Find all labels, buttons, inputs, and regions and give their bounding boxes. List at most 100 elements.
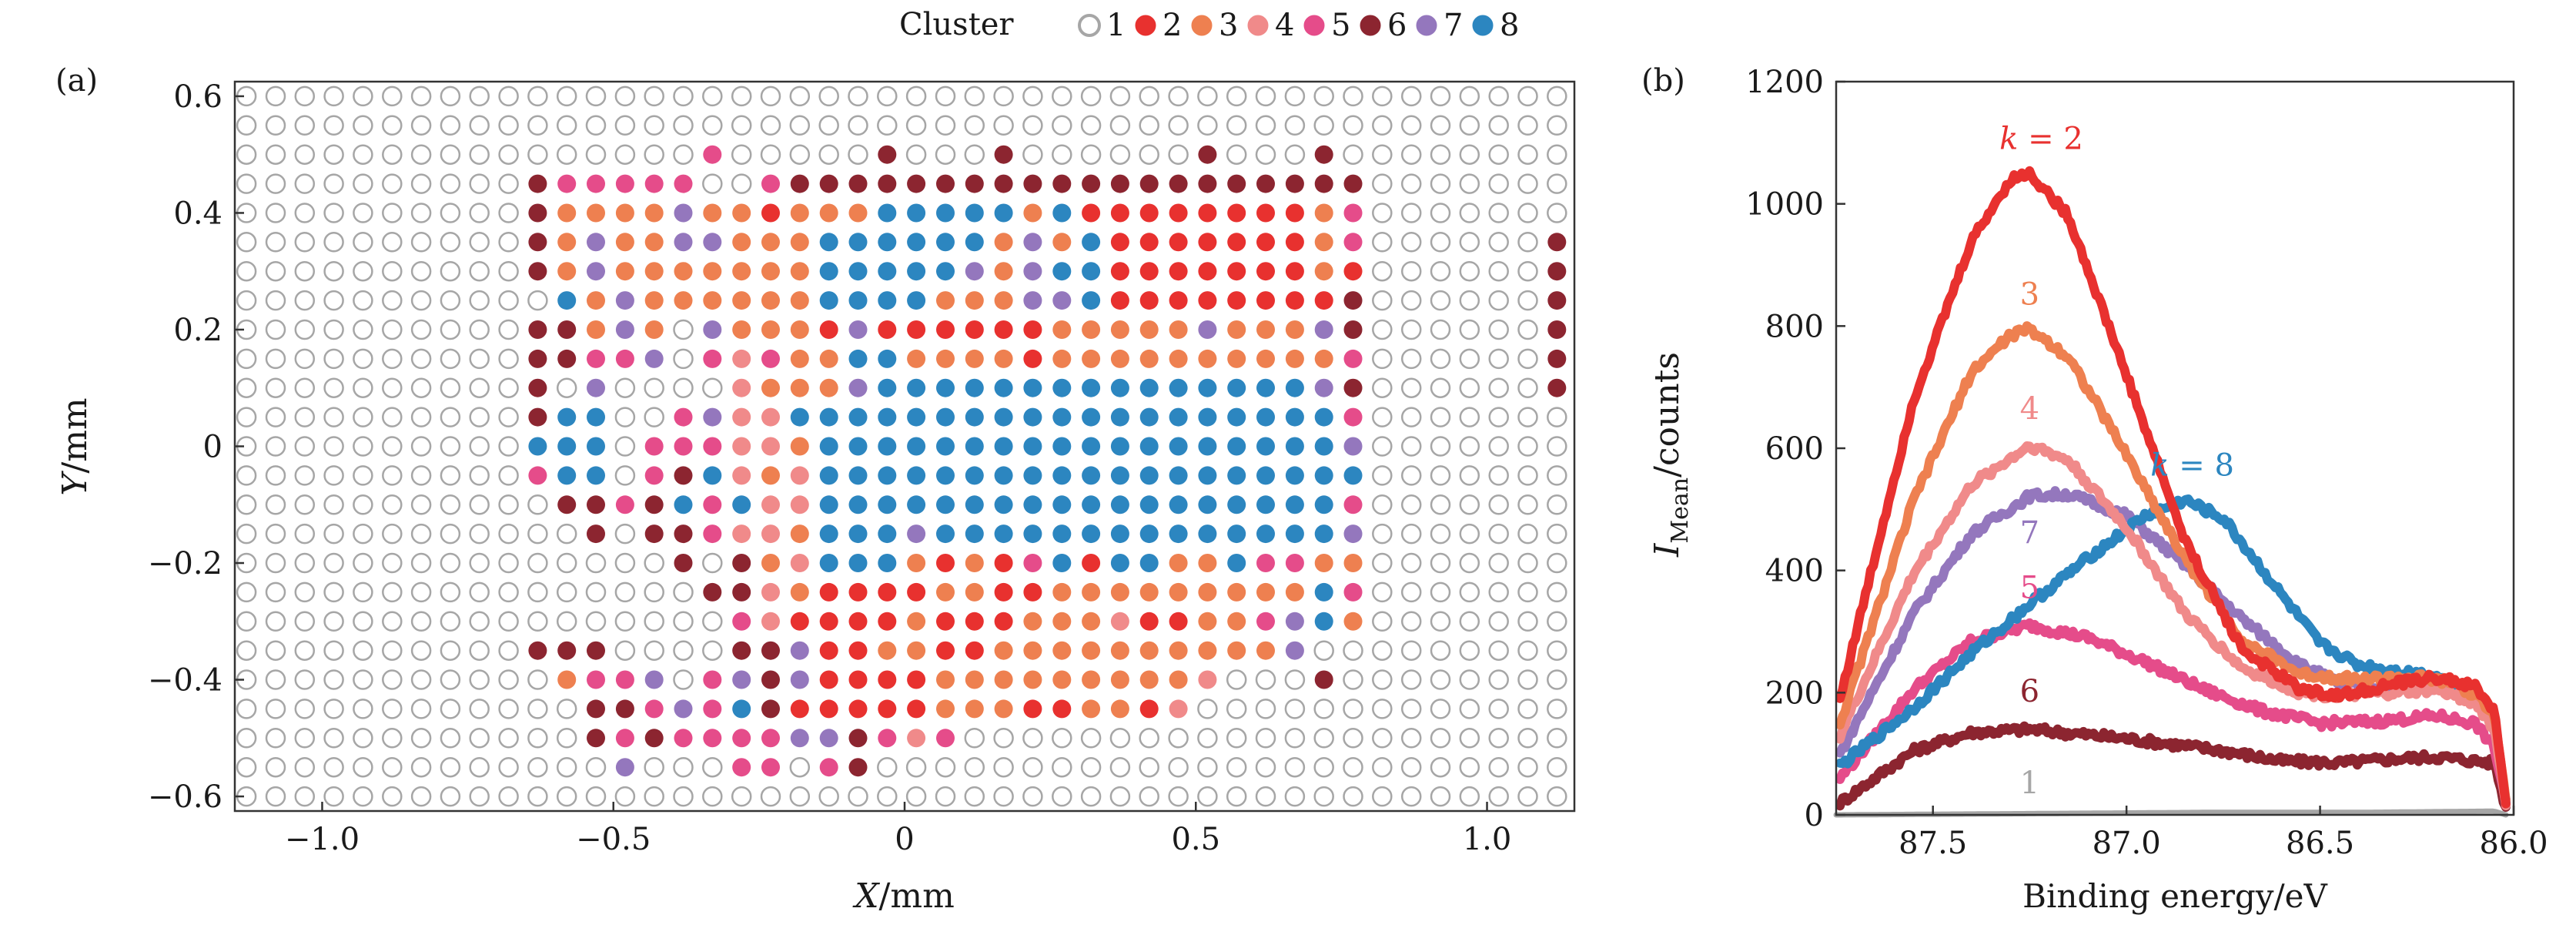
dot-cluster-2 bbox=[994, 612, 1013, 631]
dot-cluster-1 bbox=[469, 756, 490, 778]
dot-cluster-1 bbox=[440, 640, 461, 661]
dot-cluster-1 bbox=[353, 581, 373, 603]
dot-cluster-1 bbox=[323, 494, 344, 515]
dot-cluster-1 bbox=[410, 494, 432, 515]
dot-cluster-8 bbox=[848, 437, 868, 456]
dot-cluster-8 bbox=[965, 233, 984, 252]
dot-cluster-1 bbox=[1459, 786, 1480, 807]
dot-cluster-1 bbox=[1430, 348, 1451, 370]
dot-cluster-1 bbox=[353, 115, 373, 136]
dot-cluster-3 bbox=[761, 466, 780, 485]
dot-cluster-7 bbox=[587, 262, 605, 281]
dot-cluster-1 bbox=[964, 144, 985, 165]
dot-cluster-8 bbox=[1023, 407, 1042, 427]
dot-cluster-3 bbox=[1052, 670, 1072, 689]
dot-cluster-6 bbox=[1198, 145, 1217, 164]
dot-cluster-1 bbox=[1459, 581, 1480, 603]
dot-cluster-6 bbox=[732, 641, 751, 660]
dot-cluster-1 bbox=[1459, 203, 1480, 223]
dot-cluster-1 bbox=[236, 581, 257, 603]
dot-cluster-2 bbox=[1227, 291, 1246, 310]
dot-cluster-3 bbox=[965, 699, 984, 719]
dot-cluster-1 bbox=[1109, 728, 1131, 749]
dot-cluster-1 bbox=[1459, 115, 1480, 136]
dot-cluster-1 bbox=[294, 377, 316, 398]
dot-cluster-3 bbox=[1139, 670, 1159, 689]
dot-cluster-6 bbox=[528, 174, 547, 193]
dot-cluster-1 bbox=[469, 260, 490, 282]
dot-cluster-1 bbox=[294, 144, 316, 165]
dot-cluster-1 bbox=[1168, 728, 1189, 749]
dot-cluster-3 bbox=[1343, 612, 1363, 631]
dot-cluster-1 bbox=[265, 581, 286, 603]
dot-cluster-8 bbox=[819, 233, 838, 252]
dot-cluster-1 bbox=[1372, 377, 1393, 398]
dot-cluster-2 bbox=[1169, 203, 1188, 223]
dot-cluster-1 bbox=[498, 669, 519, 690]
dot-cluster-2 bbox=[1110, 291, 1129, 310]
dot-cluster-2 bbox=[1198, 233, 1217, 252]
dot-cluster-1 bbox=[323, 728, 344, 749]
dot-cluster-3 bbox=[644, 262, 664, 281]
dot-cluster-1 bbox=[1372, 669, 1393, 690]
dot-cluster-1 bbox=[440, 581, 461, 603]
dot-cluster-6 bbox=[587, 525, 605, 544]
dot-cluster-1 bbox=[410, 669, 432, 690]
dot-cluster-1 bbox=[585, 786, 607, 807]
dot-cluster-8 bbox=[1314, 466, 1333, 485]
dot-cluster-1 bbox=[1372, 115, 1393, 136]
dot-cluster-4 bbox=[790, 554, 809, 572]
dot-cluster-1 bbox=[294, 115, 316, 136]
dot-cluster-1 bbox=[877, 786, 898, 807]
dot-cluster-1 bbox=[1488, 173, 1509, 194]
dot-cluster-1 bbox=[1517, 523, 1538, 545]
dot-cluster-1 bbox=[1052, 144, 1072, 165]
dot-cluster-1 bbox=[1284, 115, 1306, 136]
dot-cluster-6 bbox=[1169, 174, 1188, 193]
dot-cluster-1 bbox=[1459, 494, 1480, 515]
dot-cluster-6 bbox=[615, 699, 634, 719]
dot-cluster-1 bbox=[993, 85, 1014, 107]
legend-marker-4 bbox=[1247, 15, 1269, 36]
panel-a-label: (a) bbox=[55, 63, 98, 99]
dot-cluster-1 bbox=[1255, 115, 1276, 136]
b-ytick-label: 600 bbox=[1765, 431, 1824, 467]
dot-cluster-2 bbox=[1023, 349, 1042, 368]
dot-cluster-1 bbox=[236, 173, 257, 194]
dot-cluster-1 bbox=[382, 144, 403, 165]
dot-cluster-1 bbox=[265, 669, 286, 690]
dot-cluster-1 bbox=[1517, 407, 1538, 427]
dot-cluster-1 bbox=[410, 115, 432, 136]
dot-cluster-1 bbox=[353, 494, 373, 515]
dot-cluster-7 bbox=[615, 320, 634, 339]
dot-cluster-1 bbox=[294, 260, 316, 282]
dot-cluster-1 bbox=[1488, 611, 1509, 632]
dot-cluster-1 bbox=[1109, 115, 1131, 136]
dot-cluster-3 bbox=[732, 262, 751, 281]
dot-cluster-1 bbox=[410, 523, 432, 545]
dot-cluster-8 bbox=[1110, 466, 1129, 485]
dot-cluster-1 bbox=[1547, 786, 1567, 807]
dot-cluster-1 bbox=[265, 290, 286, 311]
dot-cluster-2 bbox=[1169, 612, 1188, 631]
dot-cluster-1 bbox=[382, 611, 403, 632]
dot-cluster-1 bbox=[1488, 290, 1509, 311]
dot-cluster-1 bbox=[265, 786, 286, 807]
dot-cluster-3 bbox=[1110, 349, 1129, 368]
dot-cluster-8 bbox=[819, 466, 838, 485]
dot-cluster-6 bbox=[528, 407, 547, 427]
dot-cluster-3 bbox=[790, 291, 809, 310]
dot-cluster-1 bbox=[1226, 756, 1247, 778]
dot-cluster-3 bbox=[936, 349, 955, 368]
dot-cluster-2 bbox=[1256, 233, 1275, 252]
dot-cluster-1 bbox=[964, 115, 985, 136]
dot-cluster-1 bbox=[382, 348, 403, 370]
dot-cluster-1 bbox=[1547, 203, 1567, 223]
dot-cluster-1 bbox=[1372, 319, 1393, 340]
dot-cluster-1 bbox=[382, 552, 403, 574]
dot-cluster-1 bbox=[469, 407, 490, 427]
dot-cluster-6 bbox=[1052, 174, 1072, 193]
dot-cluster-3 bbox=[1139, 320, 1159, 339]
dot-cluster-8 bbox=[848, 466, 868, 485]
panel-a-y-ticks: −0.6 −0.4 −0.2 0 0.2 0.4 0.6 bbox=[148, 79, 244, 815]
